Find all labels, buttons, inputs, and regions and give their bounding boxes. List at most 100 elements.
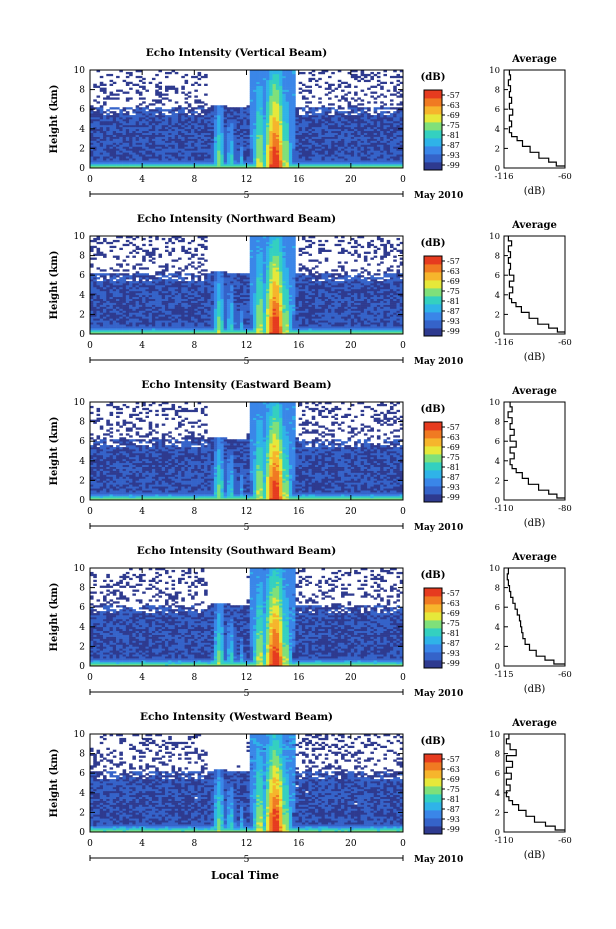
heatmap-cell — [142, 324, 146, 327]
heatmap-cell — [350, 115, 355, 118]
heatmap-cell — [168, 314, 172, 317]
heatmap-cell — [90, 156, 94, 159]
heatmap-cell — [253, 166, 257, 169]
heatmap-cell — [158, 294, 163, 298]
heatmap-cell — [328, 91, 332, 94]
heatmap-cell — [90, 140, 94, 143]
heatmap-cell — [129, 324, 133, 327]
heatmap-cell — [311, 73, 316, 77]
heatmap-cell — [210, 111, 215, 114]
heatmap-cell — [155, 150, 159, 153]
heatmap-cell — [272, 85, 277, 88]
heatmap-cell — [243, 142, 247, 145]
heatmap-cell — [272, 115, 277, 118]
heatmap-cell — [184, 312, 189, 315]
heatmap-cell — [220, 310, 224, 313]
heatmap-cell — [197, 326, 202, 329]
heatmap-cell — [200, 290, 205, 294]
heatmap-cell — [106, 130, 110, 134]
heatmap-cell — [164, 269, 169, 272]
heatmap-cell — [109, 134, 114, 137]
heatmap-cell — [282, 128, 286, 132]
heatmap-cell — [308, 85, 313, 88]
heatmap-cell — [106, 119, 110, 122]
heatmap-cell — [383, 120, 387, 124]
heatmap-cell — [161, 237, 166, 241]
heatmap-cell — [223, 166, 228, 169]
heatmap-cell — [292, 105, 296, 108]
heatmap-cell — [308, 126, 313, 130]
heatmap-cell — [151, 318, 156, 321]
heatmap-cell — [259, 105, 264, 108]
heatmap-cell — [135, 164, 140, 167]
heatmap-cell — [383, 95, 387, 98]
heatmap-cell — [96, 144, 101, 147]
heatmap-cell — [109, 279, 114, 282]
heatmap-cell — [145, 113, 149, 116]
heatmap-cell — [363, 126, 368, 130]
heatmap-cell — [129, 292, 133, 296]
heatmap-cell — [207, 283, 211, 286]
heatmap-cell — [396, 83, 401, 86]
heatmap-cell — [93, 154, 97, 157]
heatmap-cell — [122, 296, 127, 300]
heatmap-cell — [213, 332, 218, 335]
heatmap-cell — [285, 156, 290, 159]
heatmap-cell — [357, 115, 361, 118]
heatmap-cell — [184, 128, 189, 132]
heatmap-cell — [207, 273, 211, 276]
heatmap-cell — [266, 81, 270, 85]
heatmap-cell — [266, 75, 270, 79]
heatmap-cell — [386, 128, 391, 132]
heatmap-cell — [119, 273, 123, 276]
heatmap-cell — [331, 152, 335, 155]
heatmap-cell — [132, 265, 136, 268]
heatmap-cell — [129, 119, 133, 122]
heatmap-cell — [174, 324, 179, 327]
heatmap-cell — [164, 249, 169, 252]
heatmap-cell — [282, 81, 286, 85]
heatmap-cell — [344, 160, 348, 163]
heatmap-cell — [204, 306, 208, 309]
heatmap-cell — [138, 119, 143, 122]
heatmap-cell — [125, 132, 130, 135]
heatmap-cell — [191, 320, 195, 323]
heatmap-cell — [116, 281, 120, 284]
heatmap-cell — [187, 124, 192, 128]
heatmap-cell — [350, 105, 355, 108]
heatmap-cell — [158, 324, 163, 327]
heatmap-cell — [204, 128, 208, 132]
heatmap-cell — [93, 107, 97, 110]
heatmap-cell — [350, 146, 355, 149]
heatmap-cell — [148, 115, 153, 118]
heatmap-cell — [207, 109, 211, 112]
heatmap-cell — [262, 111, 267, 114]
heatmap-cell — [155, 136, 159, 139]
heatmap-cell — [204, 113, 208, 116]
heatmap-cell — [122, 107, 127, 110]
heatmap-cell — [370, 132, 374, 135]
heatmap-cell — [138, 154, 143, 157]
heatmap-cell — [96, 150, 101, 153]
heatmap-cell — [194, 322, 198, 325]
heatmap-cell — [197, 134, 202, 137]
heatmap-cell — [129, 138, 133, 141]
heatmap-cell — [324, 144, 329, 147]
heatmap-cell — [373, 111, 378, 114]
heatmap-cell — [116, 156, 120, 159]
heatmap-cell — [158, 296, 163, 300]
heatmap-cell — [295, 154, 299, 157]
heatmap-cell — [135, 158, 140, 161]
heatmap-cell — [363, 128, 368, 132]
heatmap-cell — [148, 120, 153, 124]
heatmap-cell — [129, 294, 133, 298]
heatmap-cell — [148, 142, 153, 145]
heatmap-cell — [357, 158, 361, 161]
heatmap-cell — [197, 138, 202, 141]
heatmap-cell — [194, 120, 198, 124]
heatmap-cell — [292, 77, 296, 81]
heatmap-cell — [399, 70, 404, 73]
heatmap-cell — [279, 150, 283, 153]
heatmap-cell — [226, 158, 231, 161]
heatmap-cell — [171, 124, 176, 128]
